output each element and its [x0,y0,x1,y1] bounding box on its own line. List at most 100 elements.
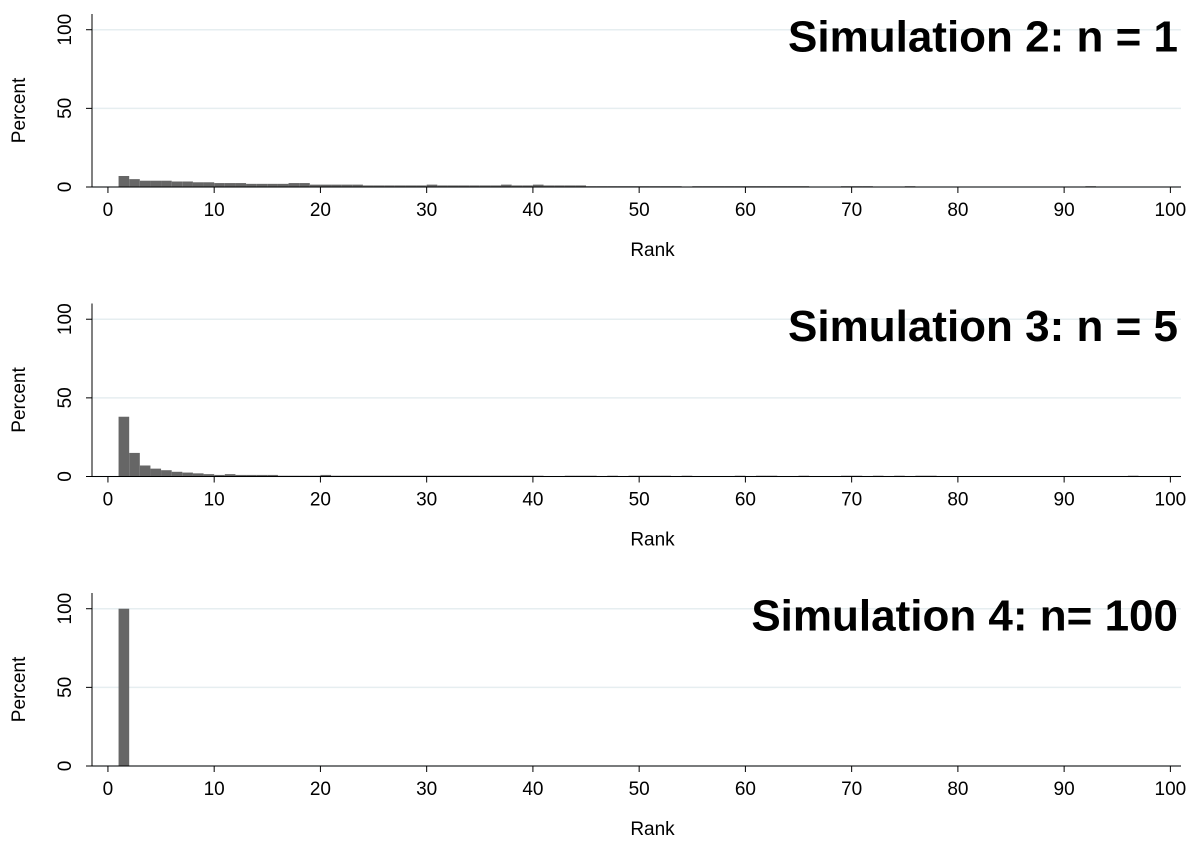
bar [235,474,247,477]
bar [192,473,204,477]
y-tick-label: 50 [55,98,76,119]
y-tick-label: 100 [55,14,76,46]
bar [161,470,172,477]
bar [118,175,130,187]
y-tick-label: 100 [55,303,76,335]
bar [394,185,406,187]
x-axis-label: Rank [630,530,675,551]
bar [458,185,470,187]
bar [490,185,502,187]
bar [522,185,533,187]
bar [277,183,289,187]
x-tick-label: 80 [947,200,968,221]
x-tick-label: 100 [1155,779,1187,800]
x-tick-label: 30 [416,779,437,800]
x-tick-label: 70 [841,490,862,511]
y-tick-label: 0 [55,761,76,772]
x-tick-label: 20 [310,200,331,221]
y-axis-label: Percent [9,77,30,143]
bar [214,183,225,187]
bar [341,184,353,187]
x-tick-label: 40 [522,490,543,511]
bar [118,416,130,477]
x-tick-label: 40 [522,779,543,800]
bar [246,183,257,187]
bar [564,185,576,187]
x-tick-label: 30 [416,490,437,511]
bar [171,471,183,477]
x-tick-label: 0 [103,779,114,800]
bar [171,181,183,187]
x-tick-label: 90 [1054,490,1075,511]
bar [139,465,151,477]
x-tick-label: 50 [629,200,650,221]
bar [256,183,268,187]
x-tick-label: 80 [947,779,968,800]
x-tick-label: 50 [629,779,650,800]
y-tick-label: 100 [55,593,76,625]
bar [373,185,385,187]
bar [543,185,555,187]
bar [426,184,438,187]
bar [235,183,247,187]
bar [479,185,491,187]
bar [511,185,523,187]
bar [416,185,427,187]
x-tick-label: 20 [310,490,331,511]
bar [331,184,342,187]
bar [362,185,374,187]
bar [384,185,395,187]
x-tick-label: 90 [1054,779,1075,800]
bar [299,183,310,187]
bar [129,452,140,477]
bar [352,184,363,187]
bar [224,183,236,187]
bar [437,185,448,187]
x-tick-label: 80 [947,490,968,511]
bar [192,182,204,187]
bar [182,181,193,187]
chart-title: Simulation 2: n = 1 [788,13,1178,62]
bar [214,474,225,477]
x-tick-label: 0 [103,200,114,221]
x-tick-label: 30 [416,200,437,221]
x-tick-label: 10 [204,200,225,221]
bar [288,183,300,187]
bar [256,474,268,477]
x-tick-label: 10 [204,490,225,511]
bar [267,474,278,477]
bar [554,185,565,187]
bar [501,184,512,187]
y-tick-label: 50 [55,387,76,408]
bar [139,180,151,187]
bar [405,185,417,187]
x-tick-label: 60 [735,200,756,221]
y-axis-label: Percent [9,367,30,433]
bar [182,472,193,477]
bar [320,474,332,477]
bar [320,184,332,187]
bar [150,180,162,187]
x-tick-label: 20 [310,779,331,800]
x-tick-label: 10 [204,779,225,800]
x-tick-label: 100 [1155,200,1187,221]
bar [118,608,130,766]
bar [203,474,215,477]
x-tick-label: 0 [103,490,114,511]
y-tick-label: 0 [55,471,76,482]
x-tick-label: 40 [522,200,543,221]
x-tick-label: 70 [841,200,862,221]
y-axis-label: Percent [9,656,30,722]
bar [224,474,236,477]
bar [447,185,459,187]
bar [532,184,544,187]
bar [246,474,257,477]
bar [267,183,278,187]
x-axis-label: Rank [630,240,675,261]
bar [469,185,480,187]
x-tick-label: 70 [841,779,862,800]
x-tick-label: 100 [1155,490,1187,511]
x-tick-label: 50 [629,490,650,511]
x-tick-label: 90 [1054,200,1075,221]
